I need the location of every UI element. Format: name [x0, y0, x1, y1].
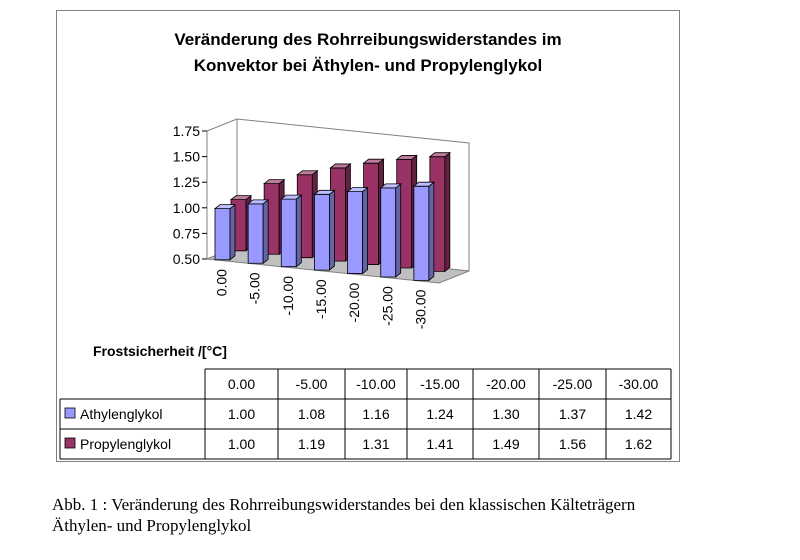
y-tick-label: 1.50	[173, 149, 200, 165]
bar-athylenglykol	[380, 187, 397, 278]
figure-caption: Abb. 1 : Veränderung des Rohrreibungswid…	[52, 494, 792, 536]
y-tick-label: 1.75	[173, 123, 200, 139]
y-tick-label: 1.25	[173, 174, 200, 190]
bar-propylenglykol-top	[329, 163, 352, 169]
bar-athylenglykol-top	[280, 194, 303, 200]
table-header-cell: -10.00	[356, 376, 396, 392]
x-tick-label: -5.00	[247, 272, 263, 304]
caption-line-1: Abb. 1 : Veränderung des Rohrreibungswid…	[52, 495, 636, 514]
bar-athylenglykol-top	[412, 181, 435, 187]
table-value-cell: 1.42	[625, 406, 652, 422]
bar-athylenglykol-top	[346, 187, 369, 193]
x-tick-label: -20.00	[346, 283, 362, 323]
legend-key-athylenglykol	[64, 407, 76, 419]
table-header-cell: -15.00	[420, 376, 460, 392]
chart-svg: Veränderung des Rohrreibungswiderstandes…	[59, 30, 672, 460]
bar-athylenglykol	[314, 193, 330, 271]
caption-line-2: Äthylen- und Propylenglykol	[52, 516, 252, 535]
legend-label-athylenglykol: Athylenglykol	[80, 406, 163, 422]
table-value-cell: 1.00	[228, 406, 255, 422]
bar-propylenglykol-top	[229, 195, 253, 201]
bar-athylenglykol-side	[428, 181, 435, 282]
chart-frame: Veränderung des Rohrreibungswiderstandes…	[56, 10, 680, 462]
table-value-cell: 1.16	[362, 406, 389, 422]
x-tick-label: 0.00	[214, 269, 230, 296]
table-value-cell: 1.62	[625, 436, 652, 452]
y-tick-label: 0.50	[173, 251, 200, 267]
bar-athylenglykol	[214, 208, 231, 261]
bar-propylenglykol-top	[395, 155, 418, 160]
table-value-cell: 1.49	[492, 436, 519, 452]
bar-athylenglykol-side	[229, 203, 236, 261]
table-header-cell: -5.00	[296, 376, 328, 392]
bar-athylenglykol-side	[295, 194, 302, 268]
bar-propylenglykol-top	[362, 158, 385, 164]
y-tick-label: 1.00	[173, 200, 200, 216]
x-tick-label: -30.00	[412, 289, 428, 329]
chart-title-line: Veränderung des Rohrreibungswiderstandes…	[174, 30, 561, 49]
x-tick-label: -10.00	[280, 276, 296, 316]
table-value-cell: 1.31	[362, 436, 389, 452]
bar-athylenglykol-top	[379, 183, 402, 189]
bar-athylenglykol-side	[329, 189, 335, 271]
bar-athylenglykol-side	[395, 183, 402, 278]
table-value-cell: 1.08	[298, 406, 325, 422]
bar-propylenglykol-top	[428, 152, 451, 158]
x-tick-label: -25.00	[379, 286, 395, 326]
table-value-cell: 1.56	[559, 436, 586, 452]
x-axis-title: Frostsicherheit /[°C]	[93, 343, 227, 359]
table-value-cell: 1.19	[298, 436, 325, 452]
table-value-cell: 1.37	[559, 406, 586, 422]
bar-athylenglykol	[347, 191, 363, 274]
y-tick-label: 0.75	[173, 225, 200, 241]
table-header-cell: 0.00	[228, 376, 255, 392]
bar-propylenglykol-side	[444, 151, 451, 273]
chart-title-line: Konvektor bei Äthylen- und Propylenglyko…	[194, 56, 543, 75]
bar-propylenglykol-top	[296, 170, 319, 176]
table-header-cell: -30.00	[619, 376, 659, 392]
table-value-cell: 1.00	[228, 436, 255, 452]
bar-propylenglykol-top	[263, 179, 286, 185]
legend-label-propylenglykol: Propylenglykol	[80, 436, 171, 452]
bar-athylenglykol	[247, 203, 264, 264]
bar-athylenglykol-side	[362, 186, 368, 275]
legend-key-propylenglykol	[64, 437, 76, 449]
table-value-cell: 1.30	[492, 406, 519, 422]
bar-athylenglykol-top	[247, 199, 270, 205]
table-header-cell: -20.00	[486, 376, 526, 392]
bar-athylenglykol	[280, 198, 297, 268]
table-header-cell: -25.00	[553, 376, 593, 392]
table-value-cell: 1.24	[426, 406, 453, 422]
bar-athylenglykol-top	[313, 189, 336, 195]
bar-athylenglykol	[413, 185, 430, 281]
x-tick-label: -15.00	[313, 279, 329, 319]
bar-athylenglykol-side	[262, 199, 269, 265]
table-value-cell: 1.41	[426, 436, 453, 452]
bar-athylenglykol-top	[213, 204, 237, 210]
